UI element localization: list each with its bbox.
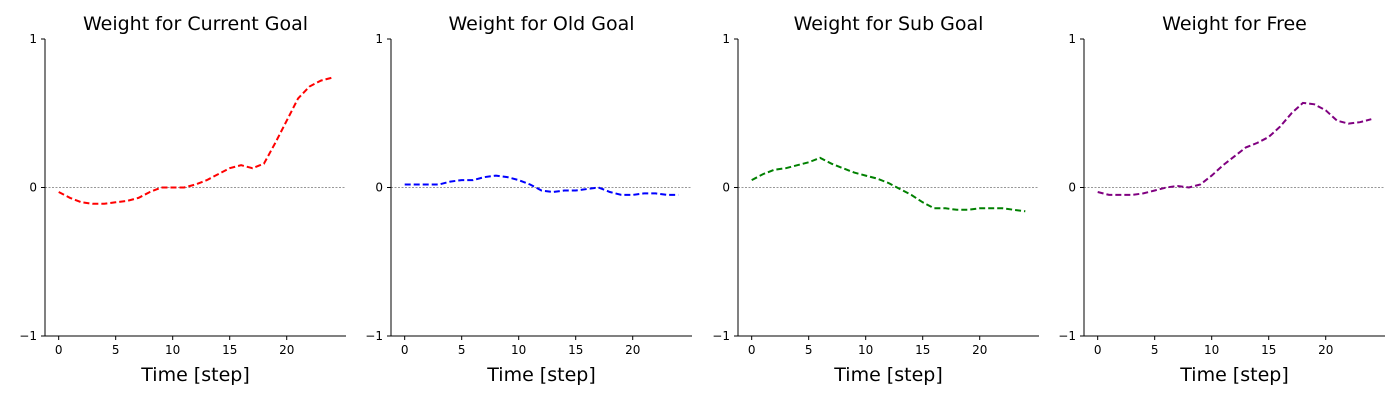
y-tick-label: 0 [375,181,383,195]
x-axis-label: Time [step] [833,364,942,386]
x-tick-label: 0 [401,343,409,357]
x-tick-label: 0 [1094,343,1102,357]
y-tick-label: 1 [375,32,383,46]
y-tick-label: −1 [365,329,383,343]
y-tick-label: 1 [722,32,730,46]
x-tick-label: 5 [112,343,120,357]
x-tick-label: 0 [55,343,63,357]
x-tick-label: 5 [1151,343,1159,357]
x-tick-label: 20 [625,343,640,357]
series-line [751,156,1026,213]
x-tick-label: 0 [748,343,756,357]
x-axis-label: Time [step] [486,364,595,386]
series-line [58,76,333,205]
x-tick-label: 10 [511,343,526,357]
x-tick-label: 15 [915,343,930,357]
chart-title: Weight for Sub Goal [794,13,984,35]
chart-title: Weight for Free [1162,13,1307,35]
chart-title: Weight for Old Goal [448,13,634,35]
x-tick-label: 10 [858,343,873,357]
x-tick-label: 20 [1318,343,1333,357]
y-tick-label: −1 [19,329,37,343]
x-tick-label: 5 [458,343,466,357]
y-tick-label: 0 [29,181,37,195]
y-tick-label: 0 [1068,181,1076,195]
x-tick-label: 15 [1261,343,1276,357]
x-tick-label: 20 [972,343,987,357]
series-line [1097,101,1372,196]
x-tick-label: 10 [1204,343,1219,357]
x-tick-label: 5 [805,343,813,357]
y-tick-label: 0 [722,181,730,195]
series-line [404,174,679,196]
chart-title: Weight for Current Goal [83,13,308,35]
x-tick-label: 15 [568,343,583,357]
x-tick-label: 20 [279,343,294,357]
y-tick-label: 1 [1068,32,1076,46]
y-tick-label: 1 [29,32,37,46]
x-axis-label: Time [step] [140,364,249,386]
x-tick-label: 10 [165,343,180,357]
y-tick-label: −1 [712,329,730,343]
y-tick-label: −1 [1058,329,1076,343]
x-tick-label: 15 [222,343,237,357]
x-axis-label: Time [step] [1179,364,1288,386]
